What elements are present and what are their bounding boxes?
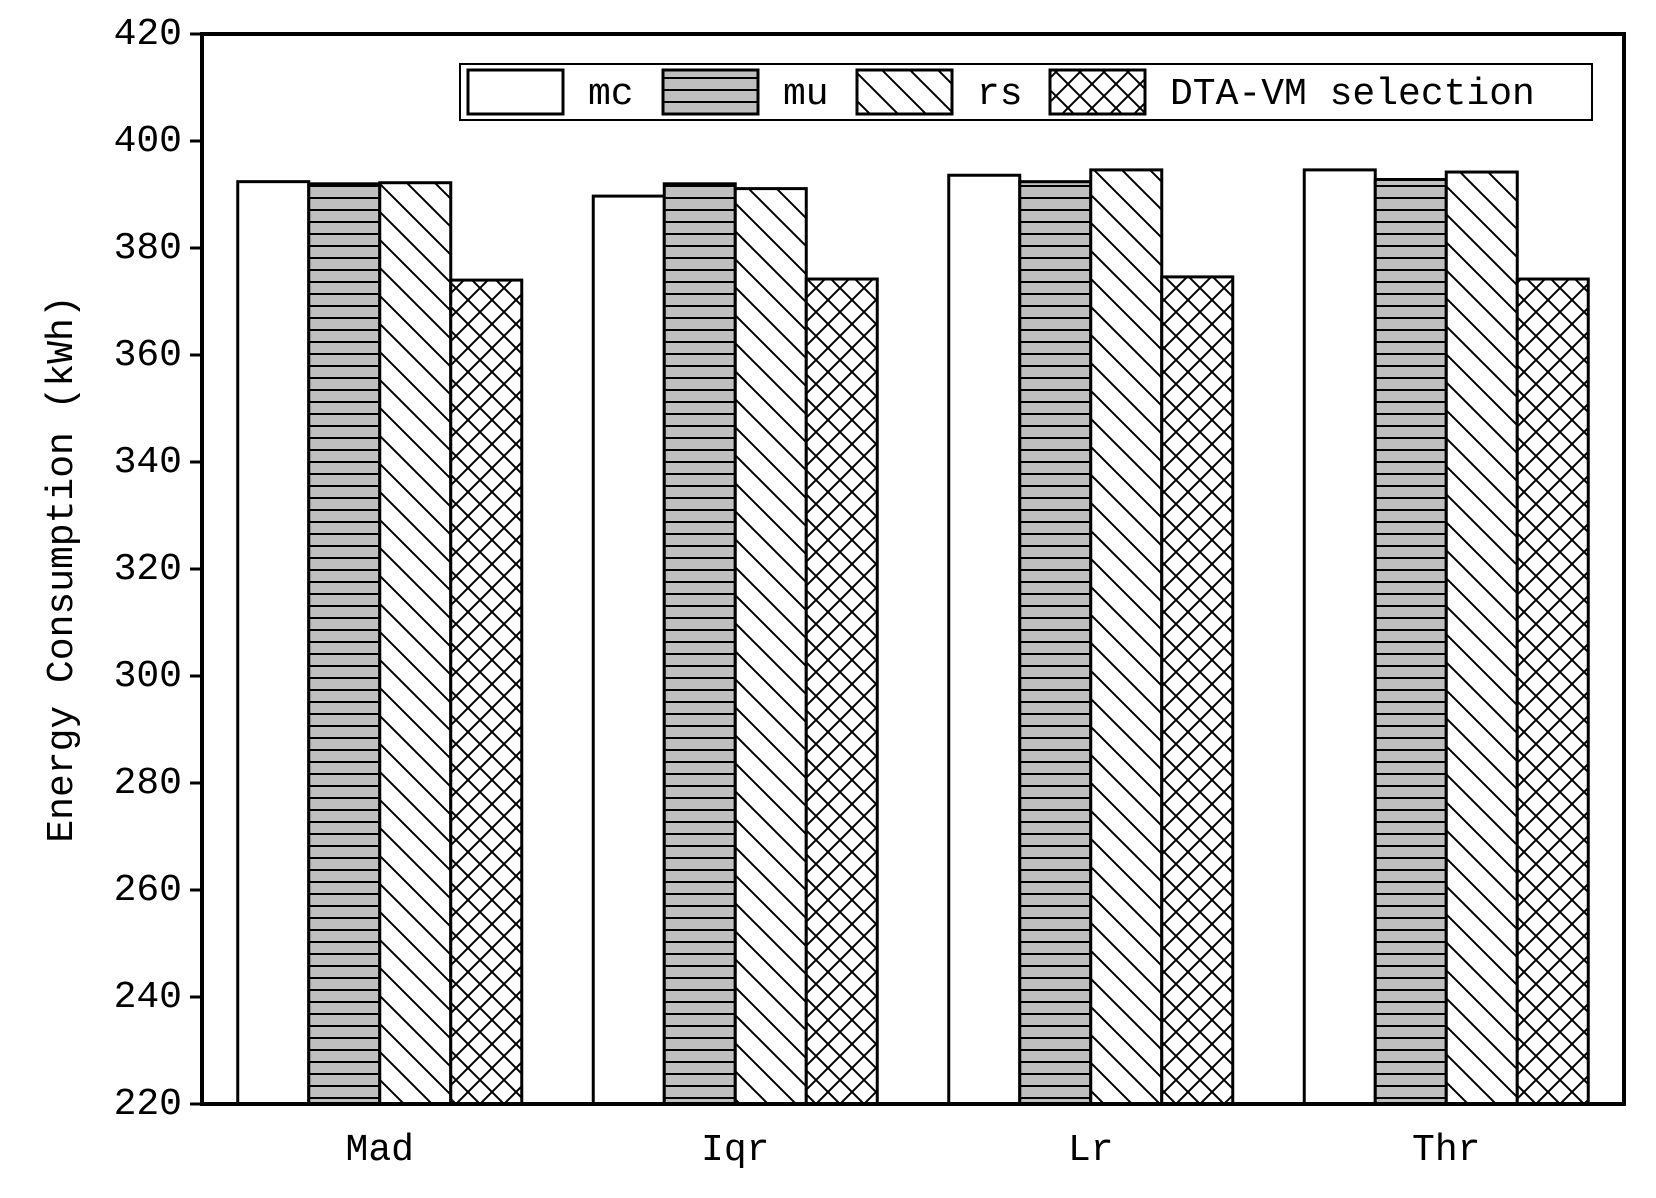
bar <box>593 196 665 1105</box>
y-tick-label: 340 <box>114 441 182 484</box>
plot-frame <box>200 32 1626 1106</box>
bar-hatch <box>806 279 878 1104</box>
legend-label: mu <box>783 73 829 116</box>
legend-swatch-outline <box>661 68 760 116</box>
y-tick-label: 360 <box>114 334 182 377</box>
x-tick-label: Iqr <box>701 1129 769 1172</box>
y-tick-label: 280 <box>114 762 182 805</box>
x-tick-label: Mad <box>346 1129 414 1172</box>
x-tick-label: Thr <box>1412 1129 1480 1172</box>
y-tick-label: 320 <box>114 548 182 591</box>
y-tick-label: 260 <box>114 869 182 912</box>
bar-hatch <box>663 70 758 114</box>
bar <box>237 181 309 1104</box>
bar-hatch <box>1446 172 1518 1104</box>
bar-hatch <box>450 280 522 1105</box>
bar-hatch <box>1161 276 1233 1104</box>
y-tick-label: 380 <box>114 227 182 270</box>
y-tick-label: 420 <box>114 13 182 56</box>
legend-label: rs <box>977 73 1023 116</box>
y-tick-label: 240 <box>114 976 182 1019</box>
bar-hatch <box>1019 181 1091 1104</box>
x-tick-label: Lr <box>1068 1129 1114 1172</box>
bar-hatch <box>379 182 451 1105</box>
bar-hatch <box>1090 169 1162 1104</box>
legend-swatch-outline <box>466 68 565 116</box>
legend-box <box>459 63 1593 121</box>
y-tick-label: 220 <box>114 1083 182 1126</box>
legend-label: DTA-VM selection <box>1170 73 1535 116</box>
bar-hatch <box>1050 70 1145 114</box>
legend-label: mc <box>588 73 634 116</box>
legend-swatch-outline <box>855 68 954 116</box>
bar <box>1304 169 1376 1104</box>
legend-swatch-outline <box>1048 68 1147 116</box>
y-axis-label: Energy Consumption (kWh) <box>41 295 84 842</box>
bar-hatch <box>1375 179 1447 1104</box>
bar-hatch <box>1517 279 1589 1104</box>
bar-hatch <box>664 183 736 1105</box>
y-tick-label: 300 <box>114 655 182 698</box>
bar-hatch <box>308 183 380 1105</box>
y-tick-label: 400 <box>114 120 182 163</box>
bar <box>948 175 1020 1105</box>
bar-hatch <box>735 188 807 1105</box>
bar-hatch <box>857 70 952 114</box>
legend-swatch <box>468 70 563 114</box>
